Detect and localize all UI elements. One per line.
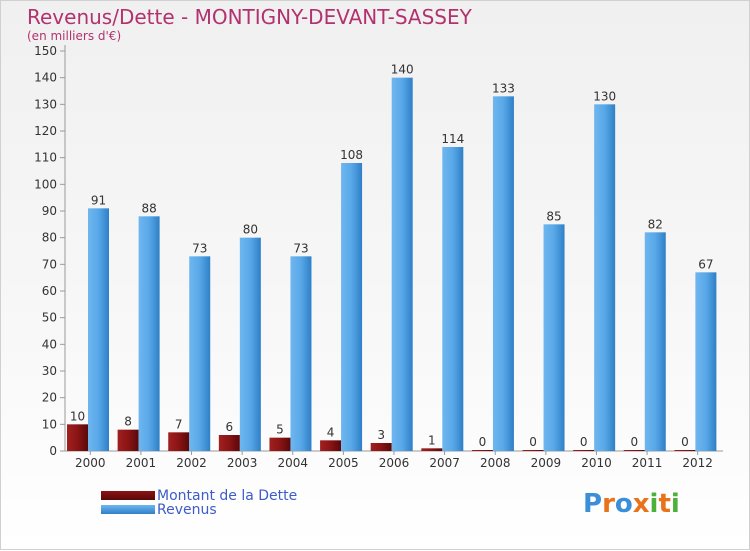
y-tick-label: 20 [42, 391, 57, 405]
y-tick-label: 60 [42, 284, 57, 298]
bar-revenus [138, 216, 160, 451]
data-label-revenus: 88 [141, 201, 156, 215]
data-label-revenus: 140 [391, 63, 414, 77]
data-label-revenus: 108 [340, 148, 363, 162]
y-tick-label: 70 [42, 257, 57, 271]
data-label-dette: 8 [124, 415, 132, 429]
data-label-dette: 1 [428, 433, 436, 447]
bar-revenus [88, 208, 109, 451]
data-label-revenus: 73 [192, 241, 207, 255]
x-tick-label: 2000 [75, 456, 106, 470]
data-label-dette: 3 [377, 428, 385, 442]
x-tick-label: 2003 [227, 456, 258, 470]
data-label-dette: 7 [175, 417, 183, 431]
y-tick-label: 90 [42, 204, 57, 218]
data-label-revenus: 130 [593, 89, 616, 103]
data-label-revenus: 73 [293, 241, 308, 255]
data-label-revenus: 80 [243, 223, 258, 237]
bar-revenus [442, 147, 464, 451]
proxiti-logo: Proxiti [583, 489, 680, 519]
legend-swatch-revenus [101, 505, 155, 514]
data-label-dette: 4 [327, 425, 335, 439]
y-tick-label: 140 [34, 71, 57, 85]
x-tick-label: 2011 [632, 456, 663, 470]
bar-revenus [644, 232, 666, 451]
bar-dette [421, 448, 443, 451]
x-tick-label: 2010 [581, 456, 612, 470]
y-tick-label: 0 [49, 444, 57, 458]
bar-revenus [492, 96, 514, 451]
bar-dette [674, 450, 696, 451]
logo-letter: t [658, 489, 671, 519]
data-label-dette: 10 [70, 409, 85, 423]
x-tick-label: 2004 [277, 456, 308, 470]
data-label-revenus: 67 [698, 257, 713, 271]
legend-swatch-dette [101, 491, 155, 500]
bar-revenus [290, 256, 312, 451]
y-tick-label: 40 [42, 337, 57, 351]
data-label-revenus: 82 [648, 217, 663, 231]
bar-dette [168, 432, 190, 451]
data-label-dette: 0 [630, 435, 638, 449]
bar-revenus [189, 256, 211, 451]
logo-letter: i [649, 489, 659, 519]
data-label-dette: 0 [529, 435, 537, 449]
logo-letter: P [583, 489, 603, 519]
data-label-dette: 0 [479, 435, 487, 449]
bar-dette [67, 424, 88, 451]
y-tick-label: 10 [42, 417, 57, 431]
data-label-revenus: 114 [441, 132, 464, 146]
legend-label-dette: Montant de la Dette [157, 488, 298, 504]
x-tick-label: 2012 [682, 456, 713, 470]
bar-dette [370, 443, 392, 451]
bar-dette [623, 450, 645, 451]
logo-letter: i [670, 489, 680, 519]
bar-dette [573, 450, 595, 451]
data-label-dette: 6 [226, 420, 234, 434]
bar-dette [522, 450, 544, 451]
bar-dette [269, 437, 291, 451]
logo-letter: o [614, 489, 633, 519]
bar-revenus [341, 163, 363, 451]
data-label-dette: 0 [580, 435, 588, 449]
logo-letter: r [602, 489, 615, 519]
bar-revenus [695, 272, 717, 451]
x-tick-label: 2002 [176, 456, 207, 470]
bar-dette [320, 440, 342, 451]
data-label-revenus: 91 [91, 193, 106, 207]
x-tick-label: 2006 [379, 456, 410, 470]
legend-label-revenus: Revenus [157, 502, 217, 518]
y-tick-label: 80 [42, 231, 57, 245]
data-label-revenus: 85 [546, 209, 561, 223]
bar-revenus [391, 77, 413, 452]
chart-subtitle: (en milliers d'€) [27, 29, 122, 43]
y-tick-label: 110 [34, 151, 57, 165]
bar-dette [117, 429, 139, 451]
y-tick-label: 120 [34, 124, 57, 138]
x-tick-label: 2007 [429, 456, 460, 470]
chart-title: Revenus/Dette - MONTIGNY-DEVANT-SASSEY [27, 5, 472, 29]
x-tick-label: 2008 [480, 456, 511, 470]
bar-revenus [594, 104, 616, 451]
y-tick-label: 130 [34, 97, 57, 111]
y-tick-label: 50 [42, 311, 57, 325]
bar-dette [471, 450, 493, 451]
x-tick-label: 2001 [126, 456, 157, 470]
y-tick-label: 100 [34, 177, 57, 191]
data-label-dette: 0 [681, 435, 689, 449]
data-label-revenus: 133 [492, 81, 515, 95]
y-tick-label: 30 [42, 364, 57, 378]
bar-revenus [239, 237, 261, 451]
x-tick-label: 2005 [328, 456, 359, 470]
y-tick-label: 150 [34, 44, 57, 58]
data-label-dette: 5 [276, 423, 284, 437]
bar-revenus [543, 224, 565, 451]
x-tick-label: 2009 [531, 456, 562, 470]
logo-letter: x [632, 489, 650, 519]
bar-dette [218, 435, 240, 451]
